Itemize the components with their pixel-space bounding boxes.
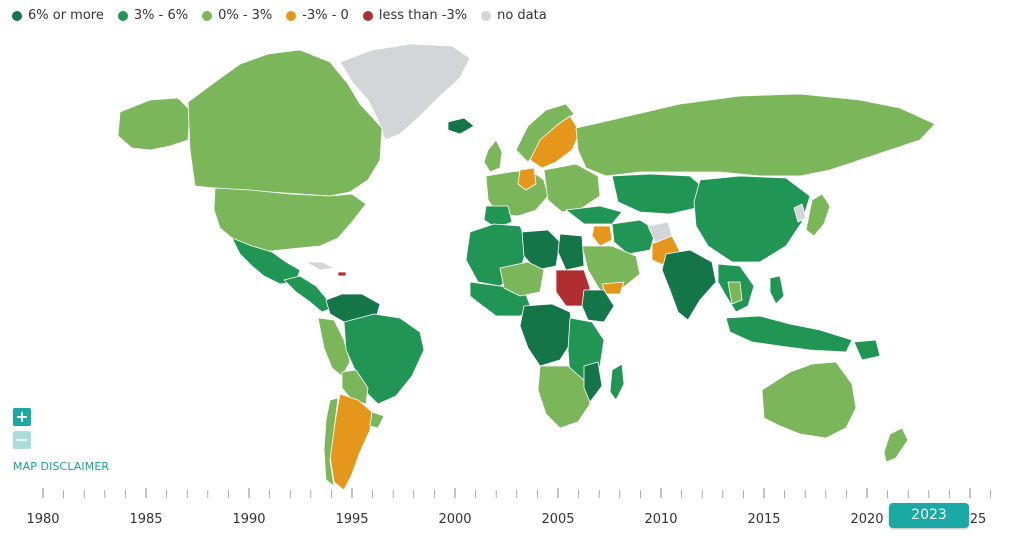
region-new-zealand[interactable] bbox=[883, 427, 909, 463]
region-sahel[interactable] bbox=[499, 261, 545, 297]
region-iceland[interactable] bbox=[447, 117, 475, 135]
region-eastern-europe[interactable] bbox=[543, 163, 601, 213]
legend-item-neg3-to-0[interactable]: -3% - 0 bbox=[286, 8, 349, 23]
legend-label: 3% - 6% bbox=[133, 8, 189, 23]
year-timeline[interactable]: 1980 1985 1990 1995 2000 2005 2010 2015 2020 25 bbox=[0, 484, 1024, 543]
region-chile[interactable] bbox=[323, 397, 339, 487]
legend-item-no-data[interactable]: no data bbox=[481, 8, 547, 23]
region-philippines[interactable] bbox=[769, 275, 785, 305]
legend-item-3-to-6[interactable]: 3% - 6% bbox=[117, 8, 189, 23]
timeline-year-label[interactable]: 1985 bbox=[129, 512, 162, 527]
legend-label: less than -3% bbox=[378, 8, 468, 23]
timeline-year-label[interactable]: 2000 bbox=[438, 512, 471, 527]
timeline-year-label[interactable]: 1995 bbox=[335, 512, 368, 527]
timeline-year-label[interactable]: 2020 bbox=[850, 512, 883, 527]
region-australia[interactable] bbox=[761, 361, 857, 439]
region-uruguay[interactable] bbox=[369, 411, 385, 429]
legend-label: 0% - 3% bbox=[218, 8, 273, 23]
region-iran[interactable] bbox=[611, 219, 657, 255]
region-egypt[interactable] bbox=[557, 233, 585, 271]
region-cuba[interactable] bbox=[305, 261, 335, 271]
region-bolivia-paraguay[interactable] bbox=[341, 369, 369, 405]
region-alaska[interactable] bbox=[117, 97, 191, 151]
region-arabia[interactable] bbox=[581, 245, 641, 291]
region-uk[interactable] bbox=[483, 139, 503, 173]
region-germany[interactable] bbox=[517, 167, 537, 191]
region-greenland[interactable] bbox=[339, 43, 471, 141]
legend-item-less-than-neg3[interactable]: less than -3% bbox=[362, 8, 468, 23]
region-korea[interactable] bbox=[793, 203, 807, 223]
legend-dot bbox=[481, 10, 492, 21]
region-libya[interactable] bbox=[521, 229, 561, 271]
legend-label: 6% or more bbox=[28, 8, 104, 23]
region-southern-africa[interactable] bbox=[537, 365, 591, 429]
region-japan[interactable] bbox=[805, 193, 831, 237]
legend-dot bbox=[202, 10, 213, 21]
region-madagascar[interactable] bbox=[609, 363, 625, 401]
legend-label: -3% - 0 bbox=[302, 8, 349, 23]
legend-item-0-to-3[interactable]: 0% - 3% bbox=[202, 8, 272, 23]
region-central-africa[interactable] bbox=[519, 303, 575, 367]
map-disclaimer-link[interactable]: MAP DISCLAIMER bbox=[13, 460, 110, 473]
region-syria-iraq[interactable] bbox=[591, 225, 613, 247]
legend-dot bbox=[12, 10, 22, 21]
region-central-america[interactable] bbox=[283, 275, 333, 313]
timeline-year-labels: 1980 1985 1990 1995 2000 2005 2010 2015 2020 25 bbox=[26, 512, 986, 527]
region-thailand[interactable] bbox=[727, 281, 743, 305]
legend: 6% or more 3% - 6% 0% - 3% -3% - 0 less … bbox=[12, 8, 561, 23]
region-mozambique[interactable] bbox=[583, 361, 603, 403]
region-turkey[interactable] bbox=[565, 205, 623, 225]
region-usa[interactable] bbox=[213, 187, 367, 253]
timeline-year-label[interactable]: 25 bbox=[970, 512, 987, 527]
region-ethiopia[interactable] bbox=[581, 289, 615, 323]
legend-dot bbox=[362, 10, 373, 21]
legend-dot bbox=[117, 10, 128, 21]
region-india[interactable] bbox=[661, 249, 717, 321]
timeline-ticks bbox=[42, 488, 991, 498]
zoom-in-button[interactable]: + bbox=[13, 408, 31, 426]
legend-label: no data bbox=[497, 8, 547, 23]
legend-dot bbox=[286, 10, 297, 21]
legend-item-6-or-more[interactable]: 6% or more bbox=[12, 8, 104, 23]
region-png[interactable] bbox=[853, 339, 881, 361]
timeline-year-label[interactable]: 1980 bbox=[26, 512, 59, 527]
region-indonesia[interactable] bbox=[725, 315, 853, 353]
zoom-out-button[interactable]: − bbox=[13, 431, 31, 449]
region-central-asia[interactable] bbox=[611, 173, 707, 215]
region-china[interactable] bbox=[693, 175, 811, 263]
timeline-year-label[interactable]: 1990 bbox=[232, 512, 265, 527]
timeline-year-label[interactable]: 2015 bbox=[747, 512, 780, 527]
selected-year-handle[interactable]: 2023 bbox=[889, 503, 969, 528]
region-caribbean[interactable] bbox=[337, 271, 347, 277]
region-russia[interactable] bbox=[575, 93, 936, 177]
world-map[interactable] bbox=[0, 30, 1024, 500]
region-andes[interactable] bbox=[317, 317, 351, 377]
timeline-year-label[interactable]: 2005 bbox=[541, 512, 574, 527]
timeline-year-label[interactable]: 2010 bbox=[644, 512, 677, 527]
